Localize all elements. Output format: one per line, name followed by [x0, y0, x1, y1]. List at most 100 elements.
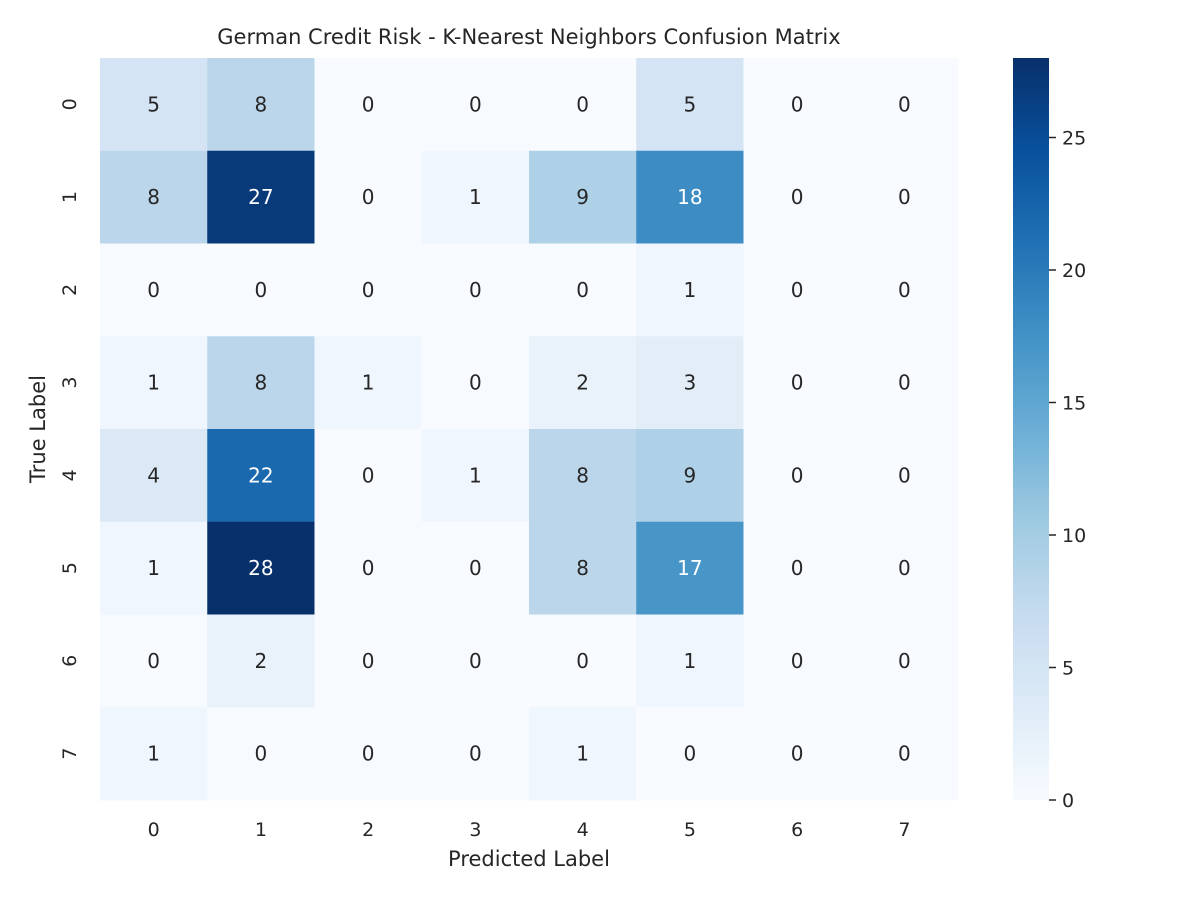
cell-value-label: 1	[469, 463, 482, 487]
heatmap-cell-r0-c3	[421, 58, 530, 152]
heatmap-cell-r4-c5	[636, 429, 744, 523]
heatmap-cell-r1-c4	[529, 150, 637, 244]
heatmap-cell-r4-c2	[314, 429, 423, 523]
cell-value-label: 0	[362, 278, 375, 302]
heatmap-cell-r3-c0	[100, 336, 208, 430]
y-axis-tick-labels: 0 1 2 3 4 5 6 7	[59, 98, 81, 759]
cell-value-label: 0	[469, 649, 482, 673]
cell-value-label: 0	[791, 185, 804, 209]
heatmap-cell-r3-c5	[636, 336, 744, 430]
heatmap-cell-r1-c6	[743, 150, 852, 244]
heatmap-cell-r6-c7	[850, 614, 959, 708]
heatmap-cell-labels: 5 8 0 0 0 5 0 08 27 0 1 9 18 0 00 0 0 0 0 1 0 01 8 1 0 2 3 0 04 22 0 1 8…	[147, 92, 910, 765]
cell-value-label: 0	[898, 556, 911, 580]
x-tick-label: 2	[362, 819, 374, 841]
cell-value-label: 0	[362, 742, 375, 766]
cell-value-label: 9	[684, 463, 697, 487]
cell-value-label: 3	[684, 371, 697, 395]
cell-value-label: 0	[791, 649, 804, 673]
colorbar-tick-label: 20	[1062, 260, 1086, 282]
cell-value-label: 1	[684, 649, 697, 673]
cell-value-label: 0	[898, 371, 911, 395]
cell-value-label: 18	[677, 185, 702, 209]
heatmap-cell-r0-c1	[207, 58, 315, 152]
heatmap-cell-r0-c0	[100, 58, 208, 152]
heatmap-cell-r1-c0	[100, 150, 208, 244]
heatmap-cell-r7-c3	[421, 707, 530, 801]
heatmap-cell-r3-c2	[314, 336, 423, 430]
heatmap-cell-r0-c2	[314, 58, 423, 152]
cell-value-label: 0	[791, 92, 804, 116]
heatmap-cell-r7-c0	[100, 707, 208, 801]
cell-value-label: 0	[898, 185, 911, 209]
cell-value-label: 0	[791, 371, 804, 395]
heatmap-cell-r4-c7	[850, 429, 959, 523]
cell-value-label: 0	[255, 742, 268, 766]
colorbar-tick-label: 10	[1062, 525, 1086, 547]
heatmap-cell-r0-c5	[636, 58, 744, 152]
x-axis-tick-labels: 0 1 2 3 4 5 6 7	[148, 819, 911, 841]
heatmap-cell-r7-c2	[314, 707, 423, 801]
heatmap-cell-r5-c6	[743, 521, 852, 615]
cell-value-label: 0	[362, 185, 375, 209]
y-tick-label: 7	[59, 748, 81, 760]
heatmap-cell-r5-c5	[636, 521, 744, 615]
y-tick-label: 4	[59, 469, 81, 481]
heatmap-cell-r4-c1	[207, 429, 315, 523]
heatmap-cell-r3-c6	[743, 336, 852, 430]
cell-value-label: 0	[898, 463, 911, 487]
cell-value-label: 0	[469, 278, 482, 302]
heatmap-cell-r2-c0	[100, 243, 208, 337]
heatmap-cell-r7-c5	[636, 707, 744, 801]
chart-title: German Credit Risk - K-Nearest Neighbors…	[217, 25, 840, 49]
cell-value-label: 1	[576, 742, 589, 766]
cell-value-label: 8	[255, 371, 268, 395]
cell-value-label: 0	[576, 92, 589, 116]
cell-value-label: 5	[147, 92, 160, 116]
cell-value-label: 0	[791, 463, 804, 487]
cell-value-label: 1	[469, 185, 482, 209]
heatmap-cell-r7-c4	[529, 707, 637, 801]
x-tick-label: 0	[148, 819, 160, 841]
x-tick-label: 7	[898, 819, 910, 841]
colorbar-tick-label: 25	[1062, 128, 1086, 150]
heatmap-cell-r6-c4	[529, 614, 637, 708]
cell-value-label: 0	[898, 92, 911, 116]
x-tick-label: 6	[791, 819, 803, 841]
y-tick-label: 5	[59, 562, 81, 574]
heatmap-cell-r2-c7	[850, 243, 959, 337]
cell-value-label: 0	[469, 742, 482, 766]
heatmap-cell-r6-c5	[636, 614, 744, 708]
y-axis-label: True Label	[26, 375, 50, 484]
cell-value-label: 0	[898, 278, 911, 302]
heatmap-cell-r1-c1	[207, 150, 315, 244]
y-tick-label: 2	[59, 284, 81, 296]
cell-value-label: 17	[677, 556, 702, 580]
cell-value-label: 0	[576, 278, 589, 302]
cell-value-label: 1	[362, 371, 375, 395]
heatmap-cell-r0-c6	[743, 58, 852, 152]
cell-value-label: 0	[898, 649, 911, 673]
cell-value-label: 0	[362, 556, 375, 580]
heatmap-cell-r4-c0	[100, 429, 208, 523]
heatmap-cell-r3-c3	[421, 336, 530, 430]
y-tick-label: 0	[59, 98, 81, 110]
colorbar-ticks: 0 5 10 15 20 25	[1049, 128, 1086, 812]
cell-value-label: 1	[147, 742, 160, 766]
heatmap-cell-r6-c0	[100, 614, 208, 708]
cell-value-label: 0	[362, 92, 375, 116]
heatmap-cell-r5-c4	[529, 521, 637, 615]
x-tick-label: 3	[469, 819, 481, 841]
x-axis-label: Predicted Label	[448, 847, 610, 871]
heatmap-cell-r2-c2	[314, 243, 423, 337]
cell-value-label: 2	[255, 649, 268, 673]
cell-value-label: 0	[791, 278, 804, 302]
heatmap-cell-r5-c0	[100, 521, 208, 615]
cell-value-label: 0	[469, 92, 482, 116]
cell-value-label: 0	[791, 742, 804, 766]
cell-value-label: 0	[147, 278, 160, 302]
cell-value-label: 8	[147, 185, 160, 209]
heatmap-cell-r4-c4	[529, 429, 637, 523]
heatmap-cell-r6-c3	[421, 614, 530, 708]
